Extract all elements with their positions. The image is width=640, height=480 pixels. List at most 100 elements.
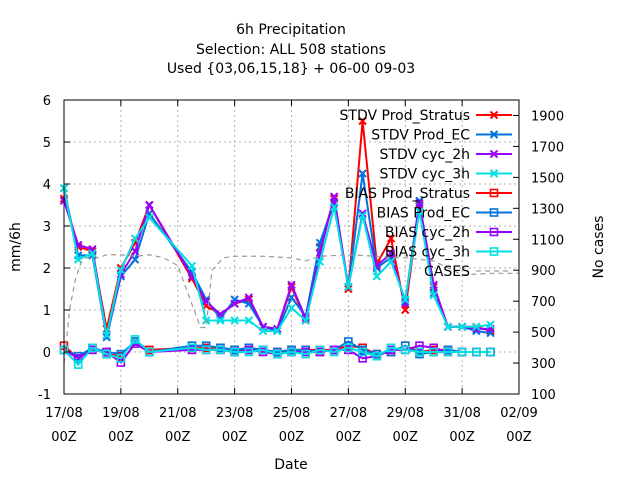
point-x-glyph <box>187 261 197 271</box>
data-point-bias-cyc-3h <box>116 353 126 363</box>
data-point-stdv-cyc-3h <box>102 330 111 340</box>
data-point-stdv-cyc-3h <box>216 316 225 325</box>
point-x-glyph <box>415 196 424 206</box>
point-x-glyph <box>301 316 310 325</box>
data-point-stdv-cyc-3h <box>443 322 453 332</box>
data-point-stdv-cyc-3h <box>415 207 424 216</box>
data-point-stdv-cyc-2h <box>244 293 254 302</box>
data-point-bias-cyc-3h <box>443 347 453 357</box>
point-x-glyph <box>489 130 499 139</box>
data-point-bias-cyc-3h <box>472 347 481 357</box>
x-tick-label-time: 00Z <box>108 430 134 445</box>
point-x-glyph <box>74 255 83 264</box>
point-x-glyph <box>386 249 396 258</box>
series-line-cases <box>63 254 519 364</box>
series-layer <box>59 116 519 369</box>
point-x-glyph <box>130 246 140 256</box>
point-x-glyph <box>145 213 154 222</box>
y2-tick-label: 1900 <box>531 109 564 124</box>
data-point-stdv-prod-ec <box>415 196 424 206</box>
data-point-bias-cyc-3h <box>130 335 140 344</box>
point-x-glyph <box>489 149 499 159</box>
point-x-glyph <box>102 330 111 340</box>
data-point-stdv-cyc-3h <box>244 316 254 325</box>
data-point-stdv-cyc-2h <box>145 200 154 210</box>
point-x-glyph <box>358 169 367 178</box>
y-tick-label: 5 <box>43 136 51 151</box>
point-x-glyph <box>116 265 126 275</box>
point-x-glyph <box>230 299 239 308</box>
data-point-stdv-cyc-3h <box>88 249 97 258</box>
data-point-stdv-cyc-2h <box>329 192 339 201</box>
y-tick-label: 1 <box>43 304 51 319</box>
point-x-glyph <box>386 234 396 243</box>
legend-marker-bias-prod-stratus <box>489 188 499 198</box>
data-point-bias-cyc-3h <box>272 349 282 359</box>
data-point-stdv-cyc-2h <box>130 246 140 256</box>
data-point-bias-cyc-3h <box>329 347 339 357</box>
legend-marker-stdv-prod-stratus <box>489 110 499 120</box>
chart-title-line-1: 6h Precipitation <box>236 22 346 38</box>
y-tick-label: 2 <box>43 262 51 277</box>
point-x-glyph <box>486 320 495 329</box>
data-point-stdv-cyc-3h <box>145 213 154 222</box>
legend-label-stdv-prod-stratus: STDV Prod_Stratus <box>340 108 470 124</box>
data-point-stdv-cyc-3h <box>201 316 211 325</box>
data-point-stdv-cyc-3h <box>472 322 481 332</box>
y2-tick-label: 1700 <box>531 140 564 155</box>
x-tick-label-time: 00Z <box>449 430 475 445</box>
y-tick-label: 0 <box>43 346 51 361</box>
data-point-bias-cyc-3h <box>258 345 268 355</box>
point-x-glyph <box>258 326 268 336</box>
data-point-bias-cyc-3h <box>187 343 197 353</box>
data-point-stdv-cyc-3h <box>358 211 367 220</box>
point-x-glyph <box>443 322 453 332</box>
x-tick-label-time: 00Z <box>165 430 191 445</box>
data-point-bias-cyc-3h <box>287 347 296 357</box>
x-tick-label-date: 23/08 <box>216 406 253 421</box>
data-point-stdv-prod-ec <box>102 333 111 342</box>
point-x-glyph <box>372 272 382 281</box>
data-point-stdv-cyc-3h <box>287 303 296 313</box>
y-tick-label: 3 <box>43 220 51 235</box>
y2-tick-label: 900 <box>531 264 556 279</box>
data-point-stdv-cyc-2h <box>386 249 396 258</box>
point-x-glyph <box>145 200 154 210</box>
y2-axis-label: No cases <box>591 216 607 279</box>
x-tick-label-time: 00Z <box>222 430 248 445</box>
point-x-glyph <box>315 257 325 266</box>
data-point-stdv-cyc-3h <box>230 316 239 325</box>
point-x-glyph <box>244 293 254 302</box>
legend-label-stdv-prod-ec: STDV Prod_EC <box>371 128 470 144</box>
legend-marker-bias-prod-ec <box>489 208 499 217</box>
point-x-glyph <box>88 249 97 258</box>
legend-marker-bias-cyc-3h <box>489 247 499 256</box>
data-point-bias-cyc-3h <box>244 347 254 357</box>
data-point-stdv-cyc-3h <box>386 257 396 266</box>
point-x-glyph <box>358 209 367 218</box>
legend-marker-stdv-cyc-3h <box>489 169 499 178</box>
point-x-glyph <box>358 211 367 220</box>
legend-label-stdv-cyc-3h: STDV cyc_3h <box>380 167 470 183</box>
y2-tick-label: 1300 <box>531 202 564 217</box>
point-x-glyph <box>457 322 467 332</box>
point-x-glyph <box>401 305 410 315</box>
titles: 6h Precipitation Selection: ALL 508 stat… <box>8 22 607 473</box>
point-x-glyph <box>230 316 239 325</box>
data-point-stdv-cyc-3h <box>401 295 410 304</box>
data-point-bias-cyc-3h <box>372 351 382 361</box>
data-point-bias-cyc-3h <box>145 347 154 357</box>
legend-marker-stdv-prod-ec <box>489 130 499 139</box>
data-point-stdv-cyc-3h <box>372 272 382 281</box>
legend-label-bias-cyc-3h: BIAS cyc_3h <box>385 245 470 261</box>
data-point-stdv-cyc-3h <box>429 291 438 300</box>
point-x-glyph <box>216 309 225 319</box>
data-point-stdv-cyc-3h <box>301 316 310 325</box>
chart-title-line-3: Used {03,06,15,18} + 06-00 09-03 <box>167 61 415 77</box>
data-point-stdv-cyc-2h <box>415 198 424 208</box>
data-point-stdv-cyc-3h <box>187 261 197 271</box>
chart-title-line-2: Selection: ALL 508 stations <box>196 42 386 58</box>
data-point-stdv-cyc-2h <box>230 299 239 308</box>
y-tick-label: 4 <box>43 178 51 193</box>
point-x-glyph <box>358 116 367 126</box>
